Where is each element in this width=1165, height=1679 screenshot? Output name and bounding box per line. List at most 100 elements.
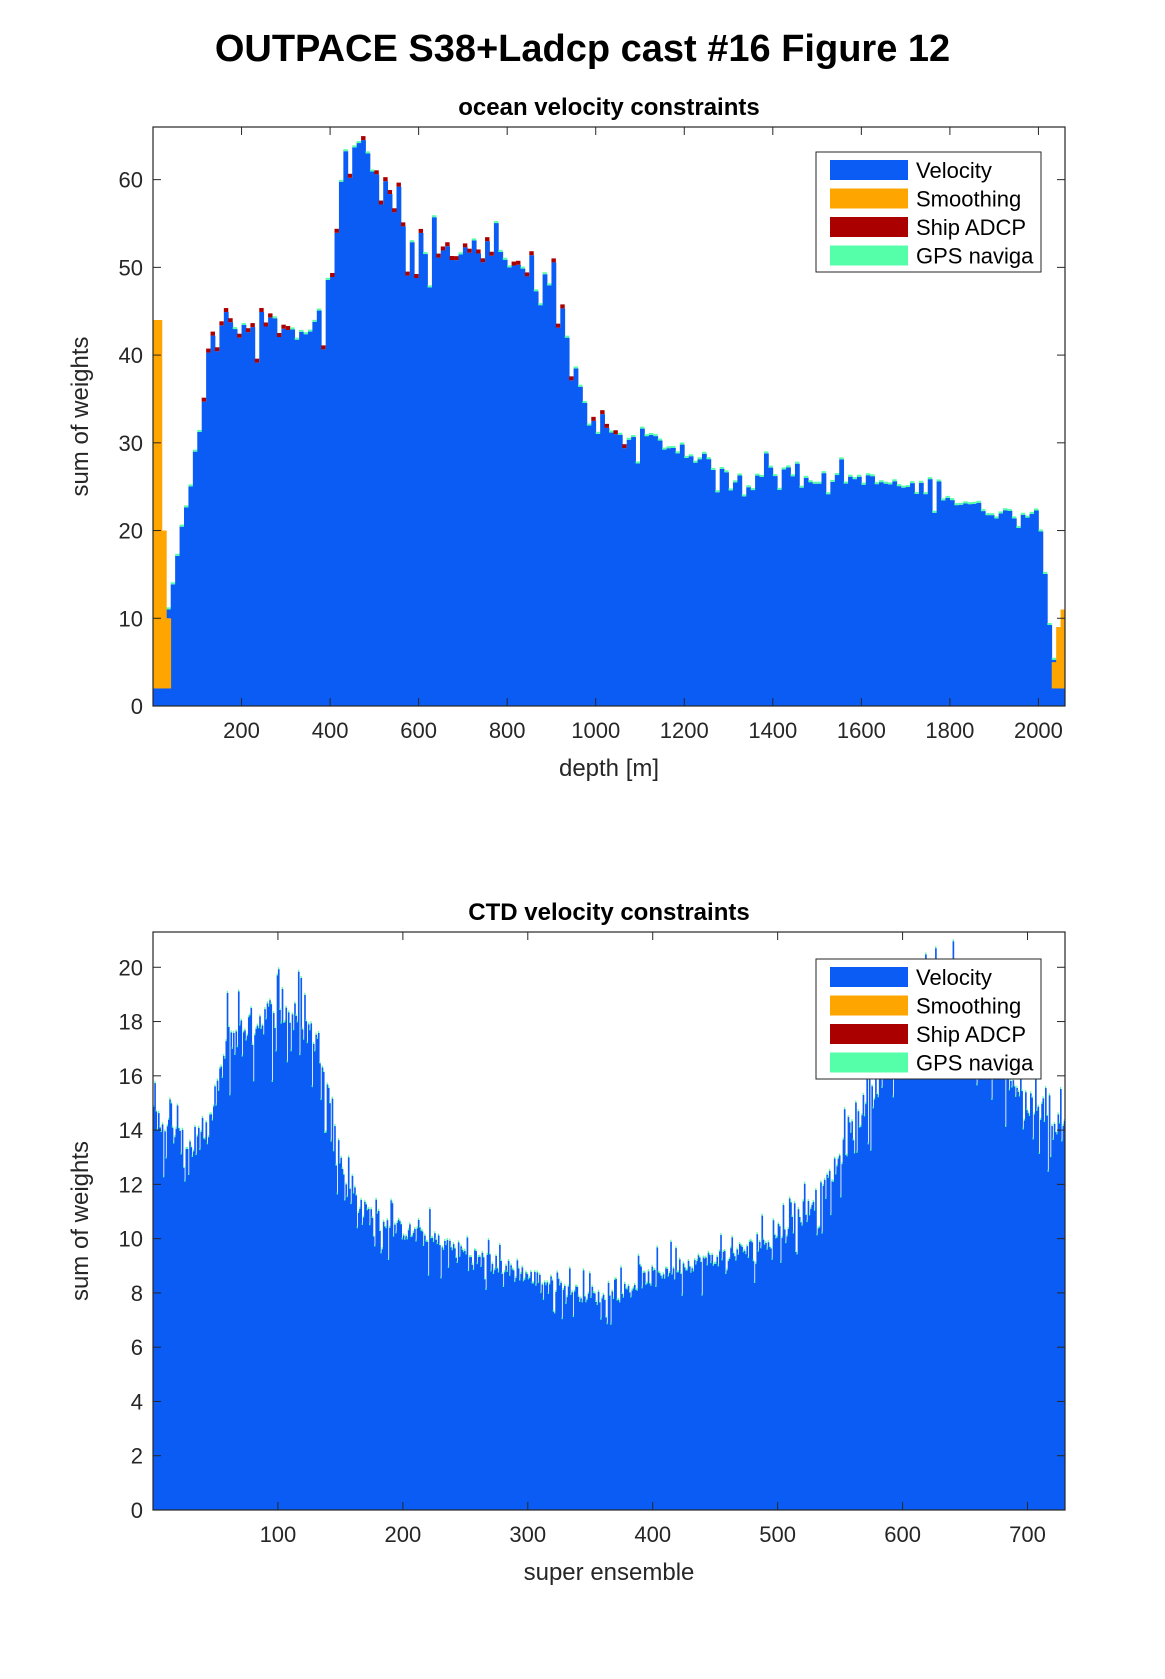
velocity-bar [405, 1236, 408, 1510]
velocity-bar [905, 487, 911, 706]
velocity-bar [637, 1255, 640, 1510]
velocity-bar [662, 449, 667, 706]
gps-bar [638, 1262, 641, 1265]
gps-bar [461, 1247, 463, 1250]
gps-bar [281, 986, 283, 989]
velocity-bar [840, 1197, 842, 1510]
velocity-bar [161, 1124, 164, 1510]
gps-bar [444, 1238, 446, 1241]
gps-bar [777, 1222, 779, 1225]
velocity-bar [961, 963, 963, 1510]
gps-bar [1022, 1127, 1024, 1130]
velocity-bar [1030, 1093, 1032, 1510]
velocity-bar [830, 1215, 832, 1510]
gps-bar [768, 1244, 771, 1247]
velocity-bar [975, 1013, 977, 1510]
gps-bar [510, 1263, 512, 1266]
velocity-bar [546, 1282, 549, 1510]
gps-bar [312, 319, 317, 322]
velocity-bar [883, 1051, 886, 1510]
gps-bar [359, 1206, 361, 1209]
gps-bar [365, 1202, 367, 1205]
gps-bar [602, 1292, 605, 1295]
velocity-bar [160, 1132, 163, 1510]
velocity-bar [946, 993, 948, 1510]
velocity-bar [207, 1137, 210, 1510]
velocity-bar [538, 305, 543, 706]
gps-bar [436, 1242, 438, 1245]
velocity-bar [871, 1086, 874, 1510]
velocity-bar [401, 1239, 404, 1510]
velocity-bar [675, 453, 681, 706]
velocity-bar [475, 1251, 477, 1510]
gps-bar [471, 238, 477, 241]
gps-bar [733, 1254, 736, 1257]
velocity-bar [777, 1224, 780, 1510]
gps-bar [307, 329, 313, 332]
gps-bar [246, 1033, 248, 1036]
gps-bar [1016, 1085, 1018, 1088]
gps-bar [585, 1300, 587, 1303]
gps-bar [340, 1155, 342, 1158]
velocity-bar [491, 1263, 494, 1510]
velocity-bar [731, 1237, 734, 1510]
gps-bar [861, 1113, 863, 1116]
gps-bar [289, 1020, 291, 1023]
velocity-bar [1022, 1129, 1025, 1510]
gps-bar [176, 1103, 178, 1106]
velocity-bar [737, 1254, 740, 1510]
gps-bar [1028, 1114, 1031, 1117]
gps-bar [735, 1258, 737, 1261]
velocity-bar [339, 1163, 341, 1510]
gps-bar [665, 1266, 667, 1269]
velocity-bar [429, 1209, 431, 1510]
velocity-bar [183, 507, 189, 706]
velocity-bar [522, 1281, 525, 1510]
gps-bar [825, 492, 831, 495]
velocity-bar [350, 1204, 353, 1510]
velocity-bar [995, 1040, 997, 1510]
gps-bar [1021, 1088, 1023, 1091]
velocity-bar [1042, 573, 1048, 706]
gps-bar [796, 1252, 798, 1255]
velocity-bar [569, 1268, 571, 1510]
velocity-bar [811, 1204, 814, 1510]
gps-bar [641, 1286, 643, 1289]
velocity-bar [991, 1099, 993, 1510]
gps-bar [1003, 508, 1008, 511]
velocity-bar [221, 1078, 224, 1510]
velocity-bar [801, 1225, 804, 1510]
velocity-bar [845, 1155, 847, 1510]
velocity-bar [256, 1025, 259, 1510]
gps-bar [757, 1249, 759, 1252]
gps-bar [586, 423, 592, 426]
velocity-bar [798, 1216, 801, 1510]
velocity-bar [489, 1254, 491, 1510]
gps-bar [215, 1103, 217, 1106]
velocity-bar [1017, 1091, 1020, 1510]
gps-bar [998, 511, 1004, 514]
gps-bar [760, 1246, 762, 1249]
gps-bar [851, 1119, 853, 1122]
gps-bar [703, 1256, 706, 1259]
gps-bar [715, 1261, 717, 1264]
ship-adcp-bar [569, 376, 574, 381]
gps-bar [865, 473, 871, 476]
velocity-bar [710, 1263, 712, 1510]
gps-bar [339, 1161, 341, 1164]
velocity-bar [630, 1297, 632, 1510]
gps-bar [279, 1007, 281, 1010]
velocity-bar [963, 996, 966, 1510]
gps-bar [923, 492, 928, 495]
velocity-bar [369, 1225, 371, 1510]
legend-swatch [830, 245, 908, 266]
gps-bar [294, 1001, 296, 1004]
gps-bar [414, 1226, 416, 1229]
gps-bar [334, 1124, 336, 1127]
velocity-bar [525, 1272, 527, 1510]
gps-bar [785, 1241, 787, 1244]
velocity-bar [928, 1013, 931, 1510]
velocity-bar [340, 1157, 343, 1510]
velocity-bar [670, 1241, 672, 1510]
velocity-bar [622, 448, 628, 706]
